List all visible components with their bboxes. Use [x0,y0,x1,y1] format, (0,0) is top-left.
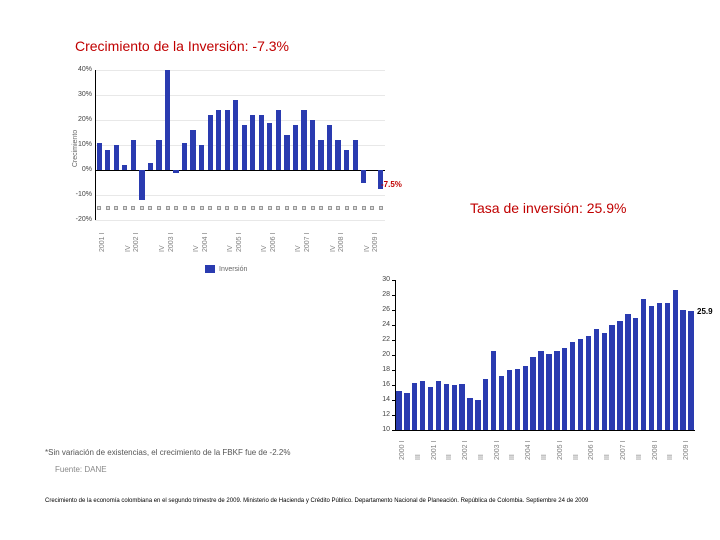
chart2-plot [395,280,695,430]
bottom-citation: Crecimiento de la economía colombiana en… [45,498,685,504]
chart2-title: Tasa de inversión: 25.9% [470,200,626,216]
footnote: *Sin variación de existencias, el crecim… [45,448,290,457]
chart1-ylabel: Crecimiento [72,130,79,167]
legend-label: Inversión [219,266,247,273]
source-label: Fuente: DANE [55,465,107,474]
chart1-last-value-label: -7.5% [381,180,402,189]
chart1-legend: Inversión [205,265,247,273]
chart1-title: Crecimiento de la Inversión: -7.3% [75,38,289,54]
chart1-plot [95,70,385,220]
legend-swatch [205,265,215,273]
chart2-last-value-label: 25.9 [697,307,713,316]
